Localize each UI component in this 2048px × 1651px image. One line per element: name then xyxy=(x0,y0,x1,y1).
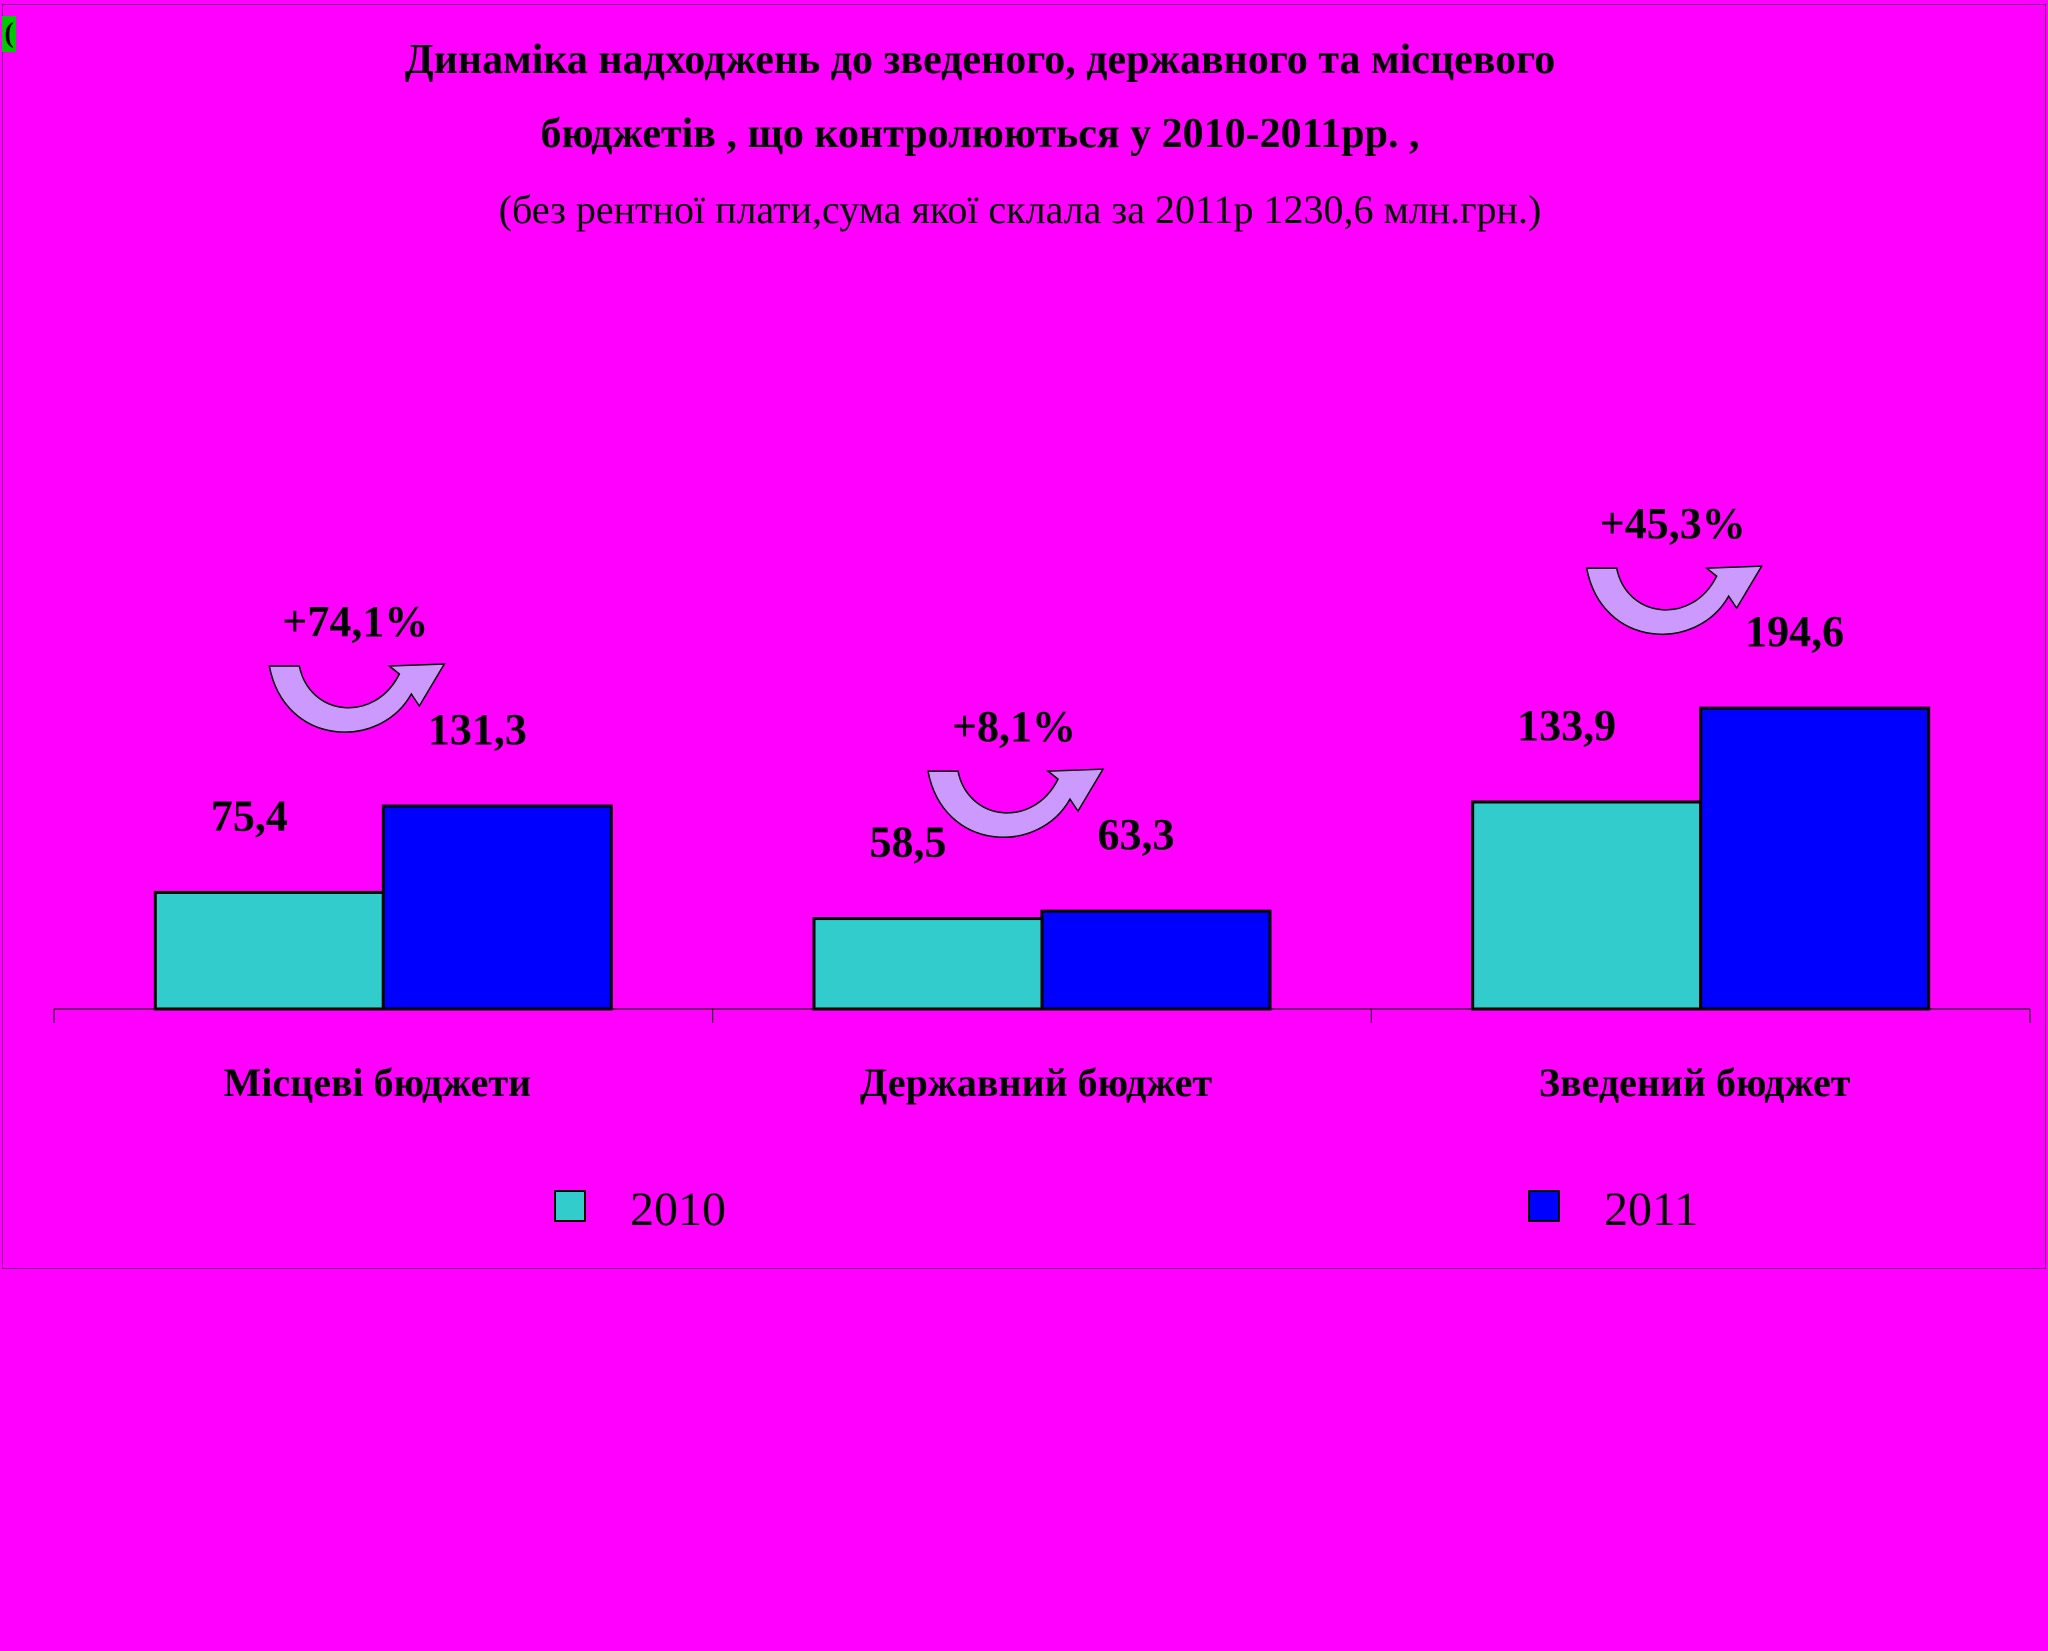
legend-label-2010: 2010 xyxy=(630,1183,726,1236)
category-label-consolidated: Зведений бюджет xyxy=(1539,1060,1851,1105)
chart-frame xyxy=(2,4,2046,1269)
data-label-consolidated-2011: 194,6 xyxy=(1745,607,1844,656)
chart-subtitle: (без рентної плати,сума якої склала за 2… xyxy=(498,187,1542,232)
legend-swatch-2011 xyxy=(1528,1190,1560,1222)
bar-local-2011 xyxy=(381,804,613,1011)
legend-label-2011: 2011 xyxy=(1604,1183,1699,1236)
data-label-state-2011: 63,3 xyxy=(1098,810,1175,859)
category-label-local: Місцеві бюджети xyxy=(224,1060,532,1105)
bar-state-2011 xyxy=(1040,909,1272,1011)
growth-label-consolidated: +45,3% xyxy=(1600,499,1746,548)
growth-label-state: +8,1% xyxy=(952,702,1076,751)
chart-title-line-2: бюджетів , що контролюються у 2010-2011р… xyxy=(540,111,1420,157)
bar-consolidated-2011 xyxy=(1699,706,1931,1011)
data-label-local-2010: 75,4 xyxy=(211,791,288,840)
data-label-local-2011: 131,3 xyxy=(428,705,527,754)
growth-arrow-local xyxy=(268,663,446,733)
chart-title-line-1: Динаміка надходжень до зведеного, держав… xyxy=(404,37,1556,83)
bar-local-2010 xyxy=(153,890,385,1011)
growth-label-local: +74,1% xyxy=(282,597,428,646)
data-label-state-2010: 58,5 xyxy=(870,818,947,867)
data-label-consolidated-2010: 133,9 xyxy=(1517,701,1616,750)
legend-swatch-2010 xyxy=(554,1190,586,1222)
growth-arrow-state xyxy=(927,768,1105,839)
bar-state-2010 xyxy=(812,917,1044,1011)
corner-mark: ( xyxy=(2,16,16,52)
growth-arrow-consolidated xyxy=(1585,565,1764,636)
category-label-state: Державний бюджет xyxy=(860,1060,1213,1105)
bar-consolidated-2010 xyxy=(1471,800,1703,1011)
